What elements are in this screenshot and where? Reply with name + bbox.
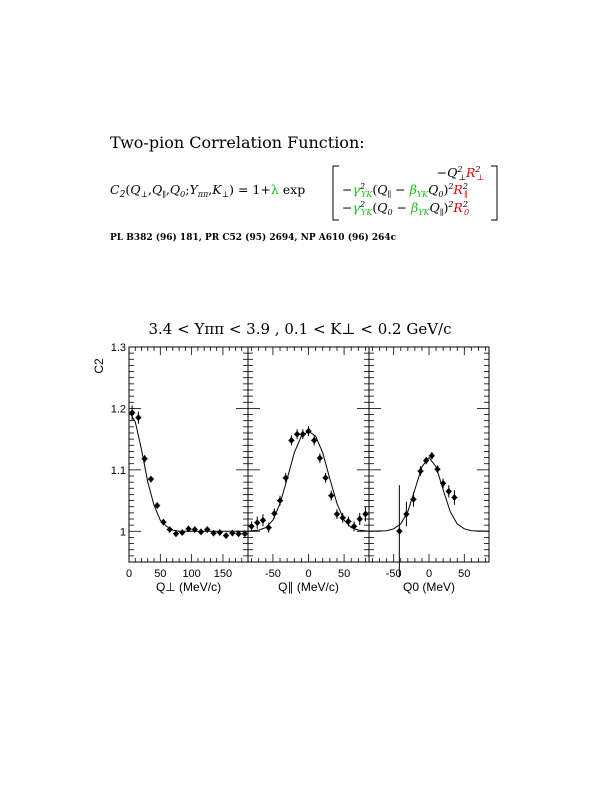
data-point xyxy=(410,495,417,503)
data-point xyxy=(362,510,369,518)
data-point xyxy=(154,501,161,509)
y-tick-label: 1.3 xyxy=(111,342,126,354)
data-point xyxy=(351,522,358,530)
data-point xyxy=(271,509,278,517)
data-point xyxy=(185,525,192,533)
formula-lhs: C2(Q⊥,Q∥,Q0;Yππ,K⊥) = 1+λ exp xyxy=(110,182,305,200)
data-point xyxy=(141,455,148,463)
data-point xyxy=(396,527,403,535)
data-point xyxy=(333,510,340,518)
x-tick-label: 0 xyxy=(305,568,311,580)
x-tick-label: 50 xyxy=(458,568,470,580)
data-point xyxy=(445,487,452,495)
x-tick-label: -50 xyxy=(265,568,281,580)
data-point xyxy=(423,457,430,465)
fit-curve xyxy=(247,430,370,532)
x-tick-label: -50 xyxy=(386,568,402,580)
data-point xyxy=(198,528,205,536)
fit-curve xyxy=(128,411,248,532)
x-axis-label: Q∥ (MeV/c) xyxy=(278,580,339,594)
formula-row-3: −γ2 YK(Q0 − βYKQ∥)2R2 0 xyxy=(342,200,469,217)
data-point xyxy=(265,524,272,532)
x-axis-label: Q⊥ (MeV/c) xyxy=(156,580,221,594)
data-point xyxy=(305,427,312,435)
data-point xyxy=(299,430,306,438)
page-title: Two-pion Correlation Function: xyxy=(110,133,365,152)
x-tick-label: 150 xyxy=(214,568,232,580)
data-point xyxy=(216,529,223,537)
data-point xyxy=(191,525,198,533)
y-tick-label: 1 xyxy=(120,526,126,538)
panel-frame-3 xyxy=(368,346,490,563)
x-tick-label: 0 xyxy=(426,568,432,580)
formula-row-2: −γ2 YK(Q∥ − βYKQ0)2R2 ∥ xyxy=(342,182,468,199)
chart-title: 3.4 < Yππ < 3.9 , 0.1 < K⊥ < 0.2 GeV/c xyxy=(149,320,452,338)
data-point xyxy=(322,474,329,482)
data-point xyxy=(328,492,335,500)
reference-citation: PL B382 (96) 181, PR C52 (95) 2694, NP A… xyxy=(110,233,397,243)
data-point xyxy=(248,522,255,530)
data-point xyxy=(160,518,167,526)
data-point xyxy=(223,532,230,540)
data-point xyxy=(135,414,142,422)
correlation-chart: 3.4 < Yππ < 3.9 , 0.1 < K⊥ < 0.2 GeV/c C… xyxy=(92,320,490,594)
x-tick-label: 50 xyxy=(338,568,350,580)
data-point xyxy=(129,409,136,417)
data-point xyxy=(440,479,447,487)
data-point xyxy=(254,519,261,527)
y-tick-label: 1.1 xyxy=(111,465,126,477)
x-tick-label: 0 xyxy=(126,568,132,580)
fit-curve xyxy=(368,456,490,532)
x-axis-label: Q0 (MeV) xyxy=(403,580,455,594)
data-point xyxy=(356,515,363,523)
data-point xyxy=(417,467,424,475)
data-point xyxy=(166,525,173,533)
data-point xyxy=(403,510,410,518)
data-point xyxy=(316,454,323,462)
data-point xyxy=(147,475,154,483)
data-point xyxy=(339,514,346,522)
y-axis-label: C2 xyxy=(92,358,106,374)
data-point xyxy=(229,529,236,537)
data-point xyxy=(277,497,284,505)
data-point xyxy=(210,529,217,537)
data-point xyxy=(294,430,301,438)
data-point xyxy=(434,465,441,473)
formula-row-1: −Q2 ⊥R2 ⊥ xyxy=(437,165,484,182)
x-tick-label: 50 xyxy=(154,568,166,580)
correlation-formula: C2(Q⊥,Q∥,Q0;Yππ,K⊥) = 1+λ exp −Q2 ⊥R2 ⊥ −γ… xyxy=(110,165,498,221)
data-point xyxy=(288,436,295,444)
data-point xyxy=(259,516,266,524)
data-point xyxy=(179,529,186,537)
data-point xyxy=(282,474,289,482)
data-point xyxy=(235,530,242,538)
data-point xyxy=(204,525,211,533)
data-point xyxy=(172,530,179,538)
data-point xyxy=(345,517,352,525)
data-point xyxy=(428,452,435,460)
data-point xyxy=(451,494,458,501)
panel-frame-2 xyxy=(247,346,370,563)
y-tick-label: 1.2 xyxy=(111,403,126,415)
x-tick-label: 100 xyxy=(182,568,200,580)
data-point xyxy=(241,530,248,538)
data-point xyxy=(311,436,318,444)
